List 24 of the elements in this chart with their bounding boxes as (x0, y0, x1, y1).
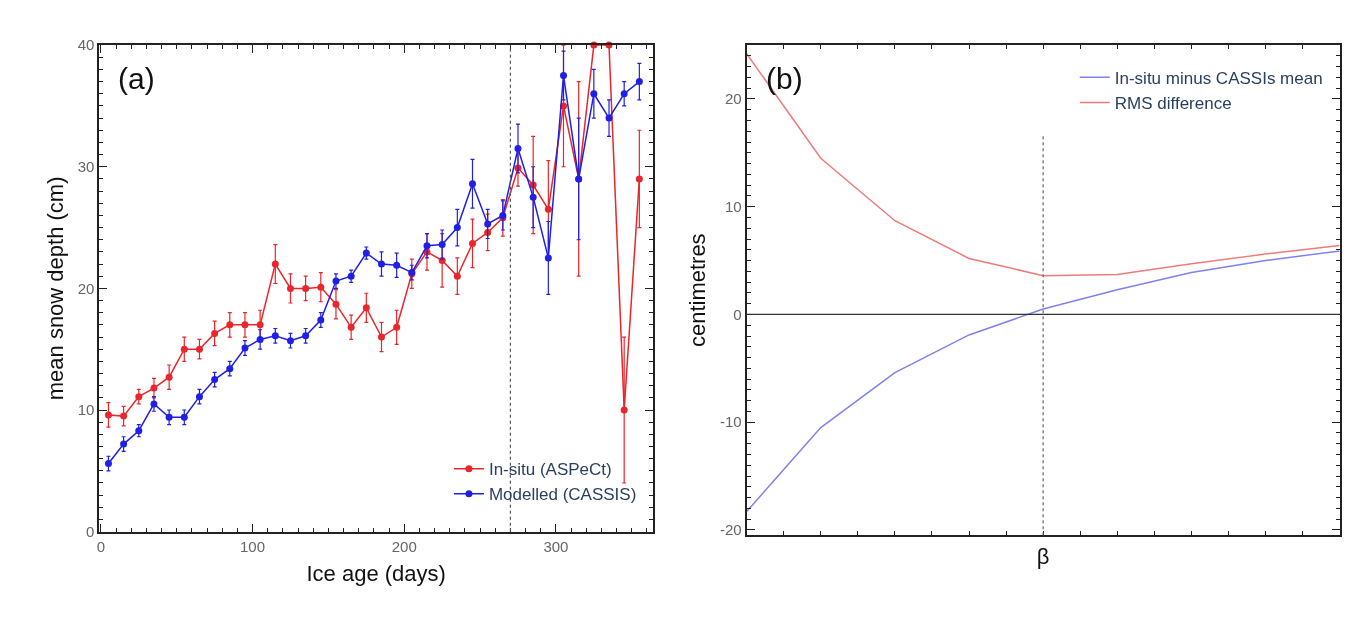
legend-label: In-situ (ASPeCt) (488, 460, 612, 480)
y-tick-label: 10 (77, 401, 95, 419)
x-tick-label: 0 (96, 537, 106, 555)
x-tick-label: 100 (240, 537, 266, 555)
legend-label: RMS difference (1114, 94, 1232, 114)
legend-label: Modelled (CASSIS) (488, 485, 637, 505)
legend-label: In-situ minus CASSIs mean (1114, 68, 1323, 88)
y-axis-title: mean snow depth (cm) (42, 176, 68, 401)
x-axis-title: Ice age (days) (306, 561, 446, 587)
x-axis-title: β (1036, 543, 1050, 569)
y-tick-label: -10 (719, 413, 742, 431)
x-tick-label: 300 (543, 537, 569, 555)
annotation: (a) (118, 62, 155, 95)
y-tick-label: 0 (86, 522, 95, 540)
y-tick-label: -20 (719, 521, 742, 539)
x-tick-label: 200 (391, 537, 417, 555)
y-axis-title: centimetres (685, 233, 711, 348)
y-tick-label: 10 (724, 197, 742, 215)
y-tick-label: 30 (77, 158, 95, 175)
y-tick-label: 40 (77, 36, 95, 54)
annotation: (b) (766, 62, 803, 95)
y-tick-label: 20 (724, 90, 742, 108)
y-tick-label: 0 (733, 305, 742, 323)
y-tick-label: 20 (77, 279, 95, 297)
